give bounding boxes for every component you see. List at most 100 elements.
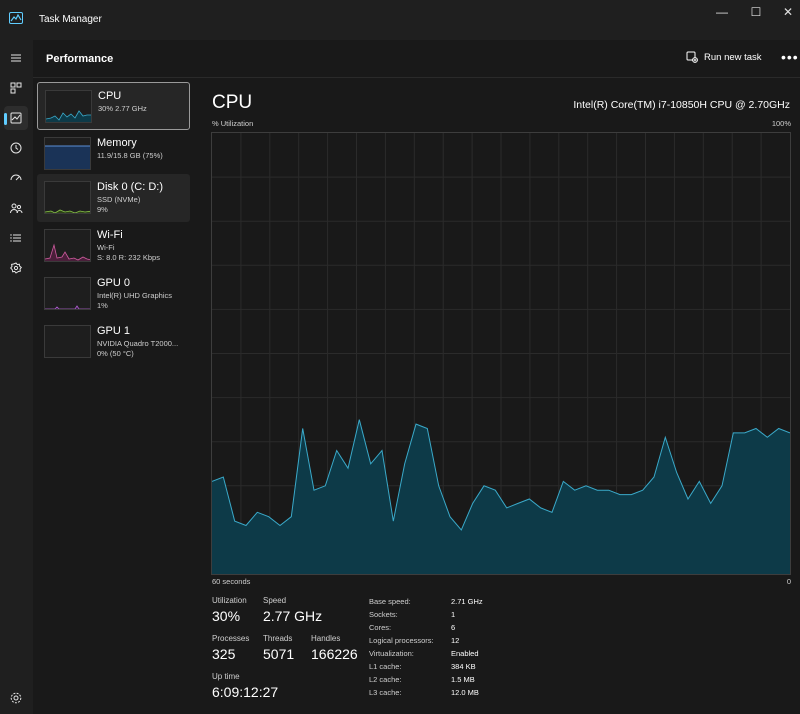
spec-value: 12.0 MB bbox=[451, 688, 479, 697]
device-gpu-0[interactable]: GPU 0 Intel(R) UHD Graphics 1% bbox=[37, 270, 190, 318]
spec-label: L2 cache: bbox=[369, 675, 402, 684]
app-history-icon bbox=[10, 142, 22, 154]
details-icon bbox=[10, 234, 21, 242]
nav-settings[interactable] bbox=[4, 686, 28, 710]
device-name: GPU 0 bbox=[97, 277, 131, 289]
memory-thumbnail bbox=[44, 137, 91, 170]
handles-label: Handles bbox=[311, 634, 341, 643]
nav-processes[interactable] bbox=[4, 76, 28, 100]
spec-value: 6 bbox=[451, 623, 456, 632]
uptime-label: Up time bbox=[212, 672, 240, 681]
device-detail: SSD (NVMe) bbox=[97, 195, 141, 204]
spec-value: 12 bbox=[451, 636, 460, 645]
spec-label: Base speed: bbox=[369, 597, 411, 606]
nav-performance[interactable] bbox=[4, 106, 28, 130]
gpu1-thumbnail bbox=[44, 325, 91, 358]
device-disk-0[interactable]: Disk 0 (C: D:) SSD (NVMe) 9% bbox=[37, 174, 190, 222]
menu-icon bbox=[11, 54, 21, 62]
hamburger-menu-button[interactable] bbox=[4, 46, 28, 70]
handles-value: 166226 bbox=[311, 646, 358, 662]
services-icon bbox=[10, 262, 23, 274]
spec-value: 1 bbox=[451, 610, 456, 619]
device-name: GPU 1 bbox=[97, 325, 131, 337]
processes-label: Processes bbox=[212, 634, 250, 643]
device-gpu-1[interactable]: GPU 1 NVIDIA Quadro T2000... 0% (50 °C) bbox=[37, 318, 190, 366]
device-name: Memory bbox=[97, 137, 137, 149]
cpu-graph-canvas bbox=[211, 133, 791, 574]
nav-users[interactable] bbox=[4, 196, 28, 220]
nav-app-history[interactable] bbox=[4, 136, 28, 160]
device-memory[interactable]: Memory 11.9/15.8 GB (75%) bbox=[37, 130, 190, 178]
run-new-task-button[interactable]: Run new task bbox=[686, 51, 762, 63]
y-axis-label: % Utilization bbox=[212, 119, 254, 128]
y-axis-max-label: 100% bbox=[771, 119, 791, 128]
x-axis-left-label: 60 seconds bbox=[212, 577, 251, 586]
speed-label: Speed bbox=[263, 596, 287, 605]
gpu0-mini-graph bbox=[45, 305, 90, 309]
disk-thumbnail bbox=[44, 181, 91, 214]
device-name: CPU bbox=[98, 90, 122, 102]
main-panel: Performance Run new task ••• CPU 30% 2.7… bbox=[33, 40, 800, 714]
run-new-task-label: Run new task bbox=[704, 51, 762, 63]
spec-label: Virtualization: bbox=[369, 649, 414, 658]
processes-icon bbox=[10, 82, 22, 94]
cpu-model-name: Intel(R) Core(TM) i7-10850H CPU @ 2.70GH… bbox=[573, 99, 790, 111]
wifi-thumbnail bbox=[44, 229, 91, 262]
uptime-value: 6:09:12:27 bbox=[212, 684, 279, 700]
cpu-utilization-area bbox=[212, 419, 790, 574]
nav-services[interactable] bbox=[4, 256, 28, 280]
device-detail: Wi-Fi bbox=[97, 243, 115, 252]
device-name: Wi-Fi bbox=[97, 229, 123, 241]
cpu-thumbnail bbox=[45, 90, 92, 123]
cpu-mini-graph bbox=[46, 110, 91, 122]
cpu-utilization-graph bbox=[211, 132, 791, 575]
page-title: Performance bbox=[46, 53, 114, 65]
cpu-utilization-line bbox=[211, 419, 791, 531]
cpu-heading: CPU bbox=[212, 92, 253, 113]
nav-startup-apps[interactable] bbox=[4, 166, 28, 190]
spec-label: Logical processors: bbox=[369, 636, 434, 645]
device-detail: Intel(R) UHD Graphics bbox=[97, 291, 173, 300]
users-icon bbox=[10, 203, 23, 214]
processes-value: 325 bbox=[212, 646, 236, 662]
gpu0-thumbnail bbox=[44, 277, 91, 310]
spec-value: 384 KB bbox=[451, 662, 476, 671]
spec-label: L3 cache: bbox=[369, 688, 402, 697]
device-detail-2: 0% (50 °C) bbox=[97, 349, 134, 358]
minimize-button[interactable]: — bbox=[716, 5, 728, 19]
utilization-label: Utilization bbox=[212, 596, 247, 605]
device-detail: 30% 2.77 GHz bbox=[98, 104, 147, 113]
device-detail: NVIDIA Quadro T2000... bbox=[97, 339, 179, 348]
utilization-value: 30% bbox=[212, 608, 241, 624]
settings-icon bbox=[10, 692, 22, 704]
performance-icon bbox=[10, 112, 22, 124]
speed-value: 2.77 GHz bbox=[263, 608, 323, 624]
maximize-button[interactable]: ☐ bbox=[750, 5, 762, 19]
threads-label: Threads bbox=[263, 634, 293, 643]
spec-label: Cores: bbox=[369, 623, 392, 632]
disk-mini-graph bbox=[45, 209, 90, 213]
spec-value: 1.5 MB bbox=[451, 675, 475, 684]
device-wifi[interactable]: Wi-Fi Wi-Fi S: 8.0 R: 232 Kbps bbox=[37, 222, 190, 270]
close-button[interactable]: ✕ bbox=[782, 5, 794, 19]
x-axis-right-label: 0 bbox=[786, 577, 791, 586]
spec-value: Enabled bbox=[451, 649, 479, 658]
device-name: Disk 0 (C: D:) bbox=[97, 181, 163, 193]
spec-label: L1 cache: bbox=[369, 662, 402, 671]
device-detail-2: 9% bbox=[97, 205, 108, 214]
run-task-icon bbox=[686, 51, 698, 63]
spec-value: 2.71 GHz bbox=[451, 597, 483, 606]
page-header: Performance Run new task ••• bbox=[33, 40, 800, 78]
task-manager-icon bbox=[9, 12, 23, 24]
device-detail: 11.9/15.8 GB (75%) bbox=[97, 151, 163, 160]
threads-value: 5071 bbox=[263, 646, 295, 662]
active-indicator bbox=[4, 113, 7, 125]
window-title: Task Manager bbox=[39, 14, 102, 25]
nav-rail bbox=[0, 40, 33, 714]
nav-details[interactable] bbox=[4, 226, 28, 250]
title-bar: Task Manager — ☐ ✕ bbox=[0, 0, 800, 40]
device-detail-2: 1% bbox=[97, 301, 108, 310]
memory-mini-graph bbox=[45, 145, 90, 169]
device-cpu[interactable]: CPU 30% 2.77 GHz bbox=[37, 82, 190, 130]
more-options-button[interactable]: ••• bbox=[781, 49, 799, 65]
